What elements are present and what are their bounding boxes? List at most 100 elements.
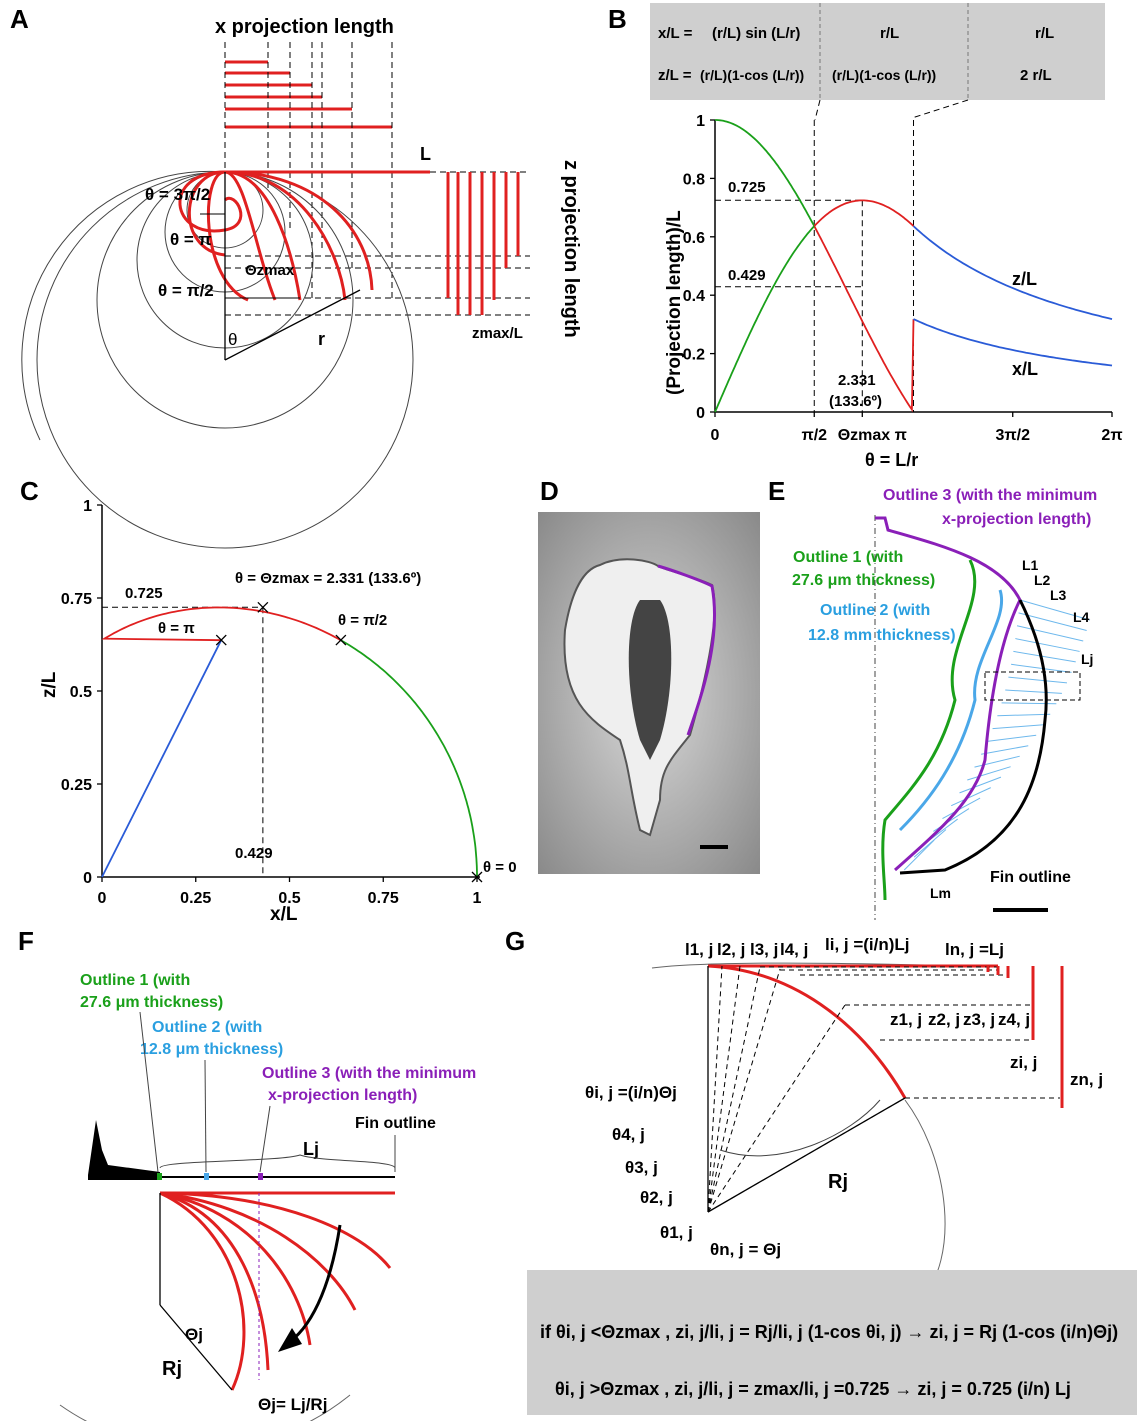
panel-f: Outline 1 (with 27.6 μm thickness) Outli…: [59, 972, 476, 1421]
table-cell: (r/L)(1-cos (L/r)): [832, 67, 936, 83]
e-ray: [1013, 650, 1076, 663]
c-xtick-label: 0.5: [278, 890, 300, 907]
b-ytick-label: 1: [696, 113, 705, 130]
fin-ray: [628, 600, 672, 760]
c-annotation: 0.725: [125, 585, 163, 602]
panel-a: x projection length L z projection le: [21, 16, 582, 549]
b-xtick-label: 2π: [1101, 427, 1122, 444]
b-series-x-segment: [715, 119, 816, 227]
f-outline3-label: Outline 3 (with the minimum: [262, 1065, 476, 1082]
b-series-z-segment: [912, 225, 1113, 320]
e-L2: L2: [1034, 572, 1051, 588]
table-cell: (r/L) sin (L/r): [712, 25, 800, 42]
f-equation: Θj= Lj/Rj: [258, 1395, 327, 1414]
panel-label-g: G: [505, 926, 525, 956]
f-Theta-j: Θj: [185, 1325, 203, 1344]
e-outline2-label2: 12.8 mm thickness): [808, 627, 956, 644]
g-equation-2: θi, j >Θzmax , zi, j/li, j = zmax/li, j …: [555, 1379, 1071, 1399]
c-annotation: θ = π: [158, 620, 195, 637]
c-marker: [335, 634, 347, 646]
c-marker: [257, 601, 269, 613]
e-Lj: Lj: [1081, 651, 1093, 667]
c-curve-green: [340, 639, 478, 877]
g-thn: θn, j = Θj: [710, 1240, 781, 1259]
g-th1: θ1, j: [660, 1223, 693, 1242]
panel-label-e: E: [768, 476, 785, 506]
g-z4: z4, j: [998, 1010, 1030, 1029]
c-xtick-label: 0.25: [180, 890, 211, 907]
e-ray: [974, 755, 1020, 768]
theta-zmax-label: Θzmax: [245, 262, 295, 279]
panel-label-f: F: [18, 926, 34, 956]
b-series-x-segment: [813, 225, 915, 413]
panel-d: [538, 512, 760, 874]
outline3-curve: [875, 516, 1022, 601]
b-annotation: (133.6º): [829, 393, 882, 410]
table-row2-label: z/L =: [658, 67, 692, 84]
theta-label: θ: [228, 330, 237, 349]
e-ray: [1008, 676, 1068, 684]
f-outline1-label2: 27.6 μm thickness): [80, 994, 223, 1011]
e-ray: [1018, 612, 1087, 631]
g-z3: z3, j: [963, 1010, 995, 1029]
panel-label-a: A: [10, 4, 29, 34]
g-l4: l4, j: [780, 940, 808, 959]
b-ytick-label: 0.4: [683, 288, 705, 305]
e-outline2-label: Outline 2 (with: [820, 602, 930, 619]
theta-pi2-label: θ = π/2: [158, 281, 214, 300]
f-outline3-label2: x-projection length): [268, 1087, 417, 1104]
c-ytick-label: 0: [83, 870, 92, 887]
table-cell: r/L: [1035, 25, 1054, 42]
e-Lm: Lm: [930, 885, 951, 901]
theta-pi-label: θ = π: [170, 230, 212, 249]
g-ln: ln, j =Lj: [945, 940, 1004, 959]
outline2-curve: [898, 589, 1004, 832]
e-ray: [903, 839, 935, 871]
equation-table: [650, 3, 1105, 100]
g-Rj: Rj: [828, 1171, 848, 1193]
b-annotation: 0.429: [728, 267, 766, 284]
panel-g: l1, j l2, j l3, j l4, j li, j =(i/n)Lj l…: [527, 935, 1137, 1415]
e-L4: L4: [1073, 609, 1090, 625]
g-zn: zn, j: [1070, 1070, 1103, 1089]
e-ray: [1001, 702, 1057, 705]
c-ytick-label: 0.25: [61, 777, 92, 794]
g-thi: θi, j =(i/n)Θj: [585, 1083, 677, 1102]
e-ray: [942, 797, 981, 820]
b-xtick-label: π/2: [801, 427, 827, 444]
b-xtick-label: Θzmax π: [838, 427, 907, 444]
e-fin-label: Fin outline: [990, 869, 1071, 886]
g-l3: l3, j: [750, 940, 778, 959]
g-th4: θ4, j: [612, 1125, 645, 1144]
panel-label-b: B: [608, 4, 627, 34]
b-ytick-label: 0.8: [683, 171, 705, 188]
e-outline1-label2: 27.6 μm thickness): [792, 572, 935, 589]
b-ytick-label: 0.2: [683, 347, 705, 364]
table-cell: (r/L)(1-cos (L/r)): [700, 67, 804, 83]
c-ytick-label: 1: [83, 498, 92, 515]
table-cell: r/L: [880, 25, 899, 42]
c-marker: [215, 634, 227, 646]
b-xtick-label: 3π/2: [995, 427, 1030, 444]
r-label: r: [318, 329, 325, 349]
g-li: li, j =(i/n)Lj: [825, 935, 910, 954]
e-ray: [992, 724, 1044, 730]
f-outline1-label: Outline 1 (with: [80, 972, 190, 989]
f-Rj: Rj: [162, 1358, 182, 1380]
x-projection-title: x projection length: [215, 16, 394, 38]
panel-e: Outline 3 (with the minimum x-projection…: [792, 487, 1097, 920]
e-ray: [1016, 625, 1084, 642]
e-ray: [1015, 638, 1080, 652]
f-fin-label: Fin outline: [355, 1115, 436, 1132]
fin-thickness-profile: [88, 1120, 160, 1180]
e-ray: [1019, 599, 1091, 621]
c-xtick-label: 0: [98, 890, 107, 907]
e-ray: [981, 745, 1029, 755]
g-l1: l1, j: [685, 940, 713, 959]
g-l2: l2, j: [717, 940, 745, 959]
b-xlabel: θ = L/r: [865, 450, 918, 470]
b-ytick-label: 0.6: [683, 230, 705, 247]
panel-label-d: D: [540, 476, 559, 506]
panel-label-c: C: [20, 476, 39, 506]
